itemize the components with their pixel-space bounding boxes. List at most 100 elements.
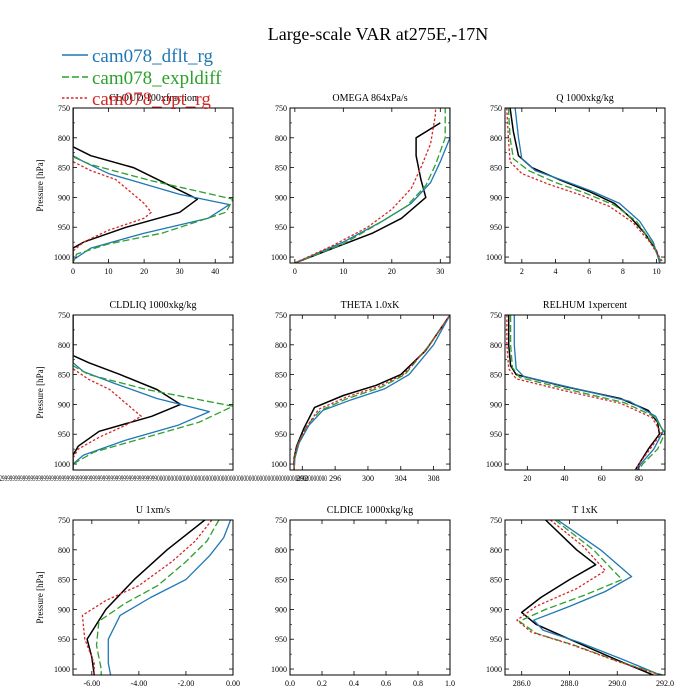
panel-7-ytick-label: 900 [58, 605, 70, 614]
panel-5-ytick-label: 800 [275, 341, 287, 350]
panel-8-frame [289, 519, 451, 676]
panel-9-ytick-label: 750 [490, 516, 502, 525]
panel-9-xtick-label: 286.0 [513, 679, 531, 688]
panel-1-series-cam078-expldiff [73, 108, 233, 263]
panel-9: T 1xK 750 800 850 900 950 1000 286.0 288.0 290.0 2… [486, 505, 674, 688]
panel-8-xtick-label: 0.0 [285, 679, 295, 688]
panel-6-xtick-label: 20 [523, 474, 531, 483]
panel-4-ytick-label: 950 [58, 430, 70, 439]
panel-5-ytick-label: 850 [275, 371, 287, 380]
panel-5-ytick-label: 750 [275, 311, 287, 320]
panel-1-ytick-label: 1000 [54, 253, 70, 262]
panel-3-series-group [506, 108, 664, 263]
panel-5-series-cam078-dflt-rg [293, 315, 450, 470]
panel-5: THETA 1.0xK 750 800 850 900 950 1000 292 296 300 3… [271, 300, 451, 483]
panel-2-xtick-label: 20 [388, 267, 396, 276]
panel-3-xtick-label: 8 [621, 267, 625, 276]
panel-8-xtick-label: 0.8 [413, 679, 423, 688]
panel-6-ytick-label: 950 [490, 430, 502, 439]
panel-4-ytick-label: 800 [58, 341, 70, 350]
panel-6-ytick-label: 800 [490, 341, 502, 350]
panel-7-ytick-label: 850 [58, 576, 70, 585]
panel-7-ytick-label: 1000 [54, 665, 70, 674]
panel-4-title: CLDLIQ 1000xkg/kg [110, 300, 197, 311]
panel-6-xtick-label: 40 [561, 474, 569, 483]
panel-8-ytick-label: 800 [275, 546, 287, 555]
panel-2-xtick-label: 0 [293, 267, 297, 276]
panel-3-ytick-label: 750 [490, 104, 502, 113]
panel-6-xtick-label: 80 [635, 474, 643, 483]
panel-2-frame [289, 107, 451, 264]
panel-9-ytick-label: 950 [490, 635, 502, 644]
panel-6-xtick-label: 60 [598, 474, 606, 483]
panel-5-title: THETA 1.0xK [341, 300, 400, 311]
panel-6-ytick-label: 850 [490, 371, 502, 380]
panel-5-ytick-label: 900 [275, 400, 287, 409]
panel-6-series-cam078-expldiff [509, 315, 665, 470]
panel-2-series-group [294, 108, 450, 263]
legend: cam078_dflt_rg cam078_expldiff cam078_op… [62, 46, 222, 110]
panel-3-ytick-label: 800 [490, 134, 502, 143]
panel-5-series-black [293, 315, 450, 470]
panel-6-series-black [507, 315, 661, 470]
panel-8-ytick-label: 750 [275, 516, 287, 525]
panel-3-series-cam078-opt-rg [506, 108, 664, 263]
panel-1-frame [72, 107, 234, 264]
panel-1-xtick-label: 10 [105, 267, 113, 276]
panel-7-series-cam078-expldiff [95, 520, 220, 675]
panel-2: OMEGA 864xPa/s 750 800 850 900 950 1000 0 10 20 30 [271, 93, 451, 276]
panel-1-ytick-label: 900 [58, 193, 70, 202]
panel-8-ytick-label: 1000 [271, 665, 287, 674]
panel-2-series-black [294, 122, 441, 263]
panel-2-xtick-label: 30 [436, 267, 444, 276]
panel-4-ytick-label: 750 [58, 311, 70, 320]
panel-4-ytick-label: 850 [58, 371, 70, 380]
panel-3-xtick-label: 2 [520, 267, 524, 276]
panel-2-series-cam078-expldiff [294, 108, 446, 263]
panel-8-xtick-label: 1.0 [445, 679, 455, 688]
panel-5-series-cam078-expldiff [293, 315, 450, 470]
panel-3-series-cam078-dflt-rg [514, 108, 661, 263]
panel-1-xtick-label: 20 [140, 267, 148, 276]
panel-3-ytick-label: 850 [490, 164, 502, 173]
panel-9-ytick-label: 850 [490, 576, 502, 585]
panel-4-xtick-label: 0.02999999999999999999999999999999999999… [0, 474, 157, 483]
panel-6-series-cam078-opt-rg [506, 315, 662, 470]
panel-8-xtick-label: 0.6 [381, 679, 391, 688]
panel-7-ytick-label: 800 [58, 546, 70, 555]
panel-1-xtick-label: 30 [176, 267, 184, 276]
panel-2-ytick-label: 950 [275, 223, 287, 232]
panel-4-series-cam078-dflt-rg [73, 315, 211, 470]
panel-5-xtick-label: 300 [362, 474, 374, 483]
panel-5-xtick-label: 296 [329, 474, 341, 483]
panel-3-frame [504, 107, 666, 264]
panel-2-ytick-label: 1000 [271, 253, 287, 262]
panel-5-series-cam078-opt-rg [293, 315, 450, 470]
panel-7-title: U 1xm/s [136, 505, 170, 516]
panel-1-series-cam078-opt-rg [73, 108, 152, 263]
panel-7: U 1xm/s Pressure [hPa] 750 800 850 900 950 1000… [35, 505, 240, 688]
panel-9-ytick-label: 800 [490, 546, 502, 555]
panel-5-xtick-label: 304 [395, 474, 407, 483]
panel-9-ytick-label: 900 [490, 605, 502, 614]
panel-8-xtick-label: 0.2 [317, 679, 327, 688]
panel-2-xtick-label: 10 [339, 267, 347, 276]
panel-8-ytick-label: 900 [275, 605, 287, 614]
panel-9-xtick-label: 290.0 [608, 679, 626, 688]
panel-3-xtick-label: 4 [554, 267, 558, 276]
panel-1-series-cam078-dflt-rg [73, 108, 231, 263]
panel-4-series-group [73, 315, 233, 470]
panel-2-ytick-label: 750 [275, 104, 287, 113]
panel-7-xtick-label: -6.00 [83, 679, 100, 688]
panel-2-ytick-label: 900 [275, 193, 287, 202]
figure-title: Large-scale VAR at275E,-17N [268, 24, 488, 44]
panel-1-xtick-label: 40 [211, 267, 219, 276]
panel-7-series-group [81, 520, 232, 675]
panel-9-series-cam078-opt-rg [516, 520, 661, 675]
panel-3-ytick-label: 950 [490, 223, 502, 232]
panel-6-series-cam078-dflt-rg [513, 315, 664, 470]
panel-7-frame [72, 519, 234, 676]
panel-4-series-cam078-expldiff [73, 315, 233, 470]
panel-3-xtick-label: 6 [587, 267, 591, 276]
